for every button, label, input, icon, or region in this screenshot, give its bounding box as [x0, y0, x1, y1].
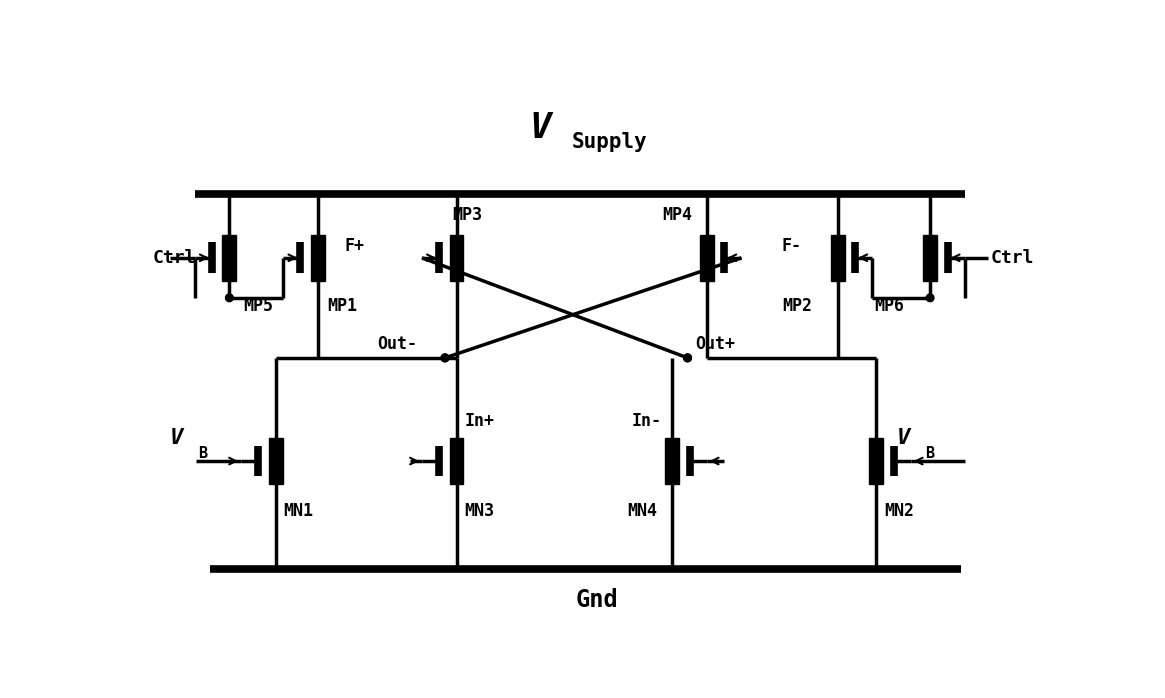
Bar — [700, 235, 714, 281]
Text: MP4: MP4 — [662, 206, 692, 223]
Text: Gnd: Gnd — [576, 588, 619, 611]
Text: V: V — [170, 428, 183, 448]
Text: B: B — [198, 446, 207, 461]
Text: MP3: MP3 — [453, 206, 482, 223]
Text: In-: In- — [633, 412, 662, 430]
Text: V: V — [530, 112, 551, 145]
Text: In+: In+ — [464, 412, 494, 430]
Text: MN1: MN1 — [283, 502, 313, 520]
Circle shape — [442, 354, 449, 362]
Bar — [223, 235, 236, 281]
Text: MP2: MP2 — [782, 297, 812, 315]
Circle shape — [226, 294, 233, 302]
Circle shape — [684, 354, 691, 362]
Text: Out-: Out- — [377, 335, 417, 353]
Bar — [450, 235, 464, 281]
Circle shape — [926, 294, 934, 302]
Text: MN4: MN4 — [628, 502, 657, 520]
Text: MN3: MN3 — [464, 502, 494, 520]
Circle shape — [684, 354, 691, 362]
Text: Ctrl: Ctrl — [990, 248, 1033, 267]
Text: Out+: Out+ — [696, 335, 735, 353]
Bar — [450, 438, 464, 484]
Text: MP1: MP1 — [327, 297, 358, 315]
Bar — [665, 438, 679, 484]
Text: F-: F- — [782, 237, 802, 255]
Text: F+: F+ — [345, 237, 365, 255]
Bar — [269, 438, 283, 484]
Bar — [869, 438, 883, 484]
Text: B: B — [925, 446, 934, 461]
Bar — [831, 235, 845, 281]
Text: Supply: Supply — [572, 133, 648, 152]
Text: V: V — [897, 428, 910, 448]
Text: MN2: MN2 — [884, 502, 913, 520]
Bar — [923, 235, 937, 281]
Bar — [311, 235, 325, 281]
Text: Ctrl: Ctrl — [153, 248, 196, 267]
Text: MP6: MP6 — [875, 297, 905, 315]
Text: MP5: MP5 — [243, 297, 274, 315]
Circle shape — [442, 354, 449, 362]
